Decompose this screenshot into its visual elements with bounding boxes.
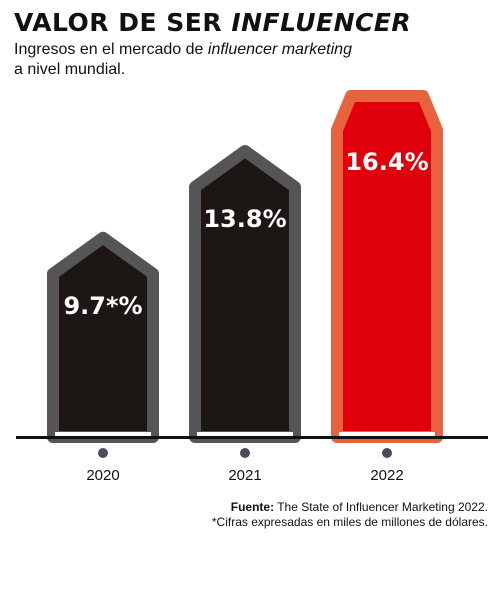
value-label-2020: 9.7*% [63,292,142,320]
bar-2020 [47,231,159,443]
title-main: VALOR DE SER [14,8,232,37]
footer: Fuente: The State of Influencer Marketin… [212,500,488,530]
chart-subtitle: Ingresos en el mercado de influencer mar… [14,40,411,80]
bar-base-strip-2020 [55,432,151,436]
bar-base-strip-2022 [339,432,435,436]
tick-dot-2022 [382,448,392,458]
value-label-2021: 13.8% [203,205,286,233]
bar-base-strip-2021 [197,432,293,436]
subtitle-text: Ingresos en el mercado de [14,41,208,58]
source-text: The State of Influencer Marketing 2022. [274,500,488,514]
year-label-2022: 2022 [370,467,403,484]
chart-title: VALOR DE SER INFLUENCER [14,8,411,38]
year-label-2020: 2020 [86,467,119,484]
value-label-2022: 16.4% [345,148,428,176]
subtitle-italic: influencer marketing [207,41,352,58]
tick-dot-2021 [240,448,250,458]
source-line: Fuente: The State of Influencer Marketin… [212,500,488,515]
title-italic: INFLUENCER [231,8,412,37]
tick-dot-2020 [98,448,108,458]
bar-2021 [189,145,301,443]
source-label: Fuente: [230,500,275,514]
year-label-2021: 2021 [228,467,261,484]
header: VALOR DE SER INFLUENCER Ingresos en el m… [14,8,411,80]
footnote: *Cifras expresadas en miles de millones … [211,515,488,529]
subtitle-line2: a nivel mundial. [14,61,126,78]
x-axis-baseline [16,436,488,439]
